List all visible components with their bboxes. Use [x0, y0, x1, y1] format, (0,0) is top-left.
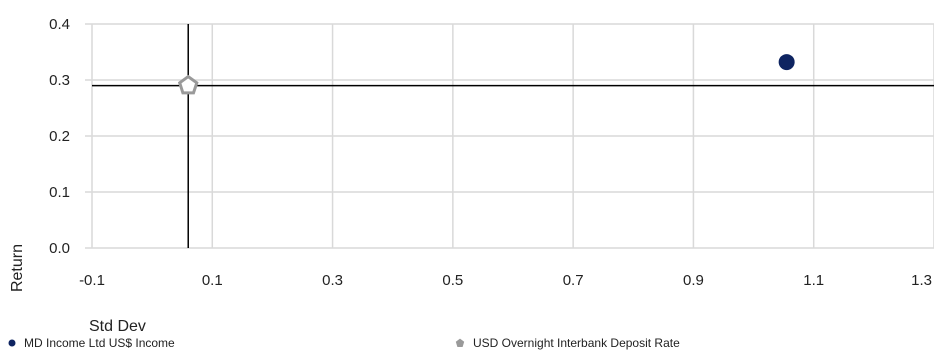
- data-point-pentagon: [177, 74, 199, 95]
- data-points: [177, 54, 795, 95]
- y-axis-title: Return: [9, 244, 26, 292]
- x-tick-label: 0.5: [442, 272, 463, 289]
- y-tick-label: 0.0: [49, 240, 70, 257]
- y-tick-label: 0.2: [49, 128, 70, 145]
- circle-legend-marker-icon: [8, 339, 16, 347]
- y-tick-label: 0.4: [49, 16, 70, 33]
- data-point-circle: [778, 54, 795, 71]
- x-axis: -0.1 0.1 0.3 0.5 0.7 0.9 1.1 1.3: [79, 272, 932, 289]
- x-axis-title: Std Dev: [89, 318, 146, 335]
- x-tick-label: 1.1: [803, 272, 824, 289]
- legend-label: USD Overnight Interbank Deposit Rate: [473, 336, 680, 350]
- y-tick-label: 0.3: [49, 72, 70, 89]
- y-axis: 0.0 0.1 0.2 0.3 0.4: [49, 16, 70, 257]
- x-tick-label: 0.3: [322, 272, 343, 289]
- legend-label: MD Income Ltd US$ Income: [24, 336, 175, 350]
- grid: [85, 23, 934, 249]
- legend-item-usd-overnight: USD Overnight Interbank Deposit Rate: [455, 336, 680, 350]
- x-tick-label: -0.1: [79, 272, 105, 289]
- x-tick-label: 0.1: [202, 272, 223, 289]
- pentagon-legend-marker-icon: [455, 338, 465, 347]
- x-tick-label: 1.3: [911, 272, 932, 289]
- crosshair: [92, 24, 934, 248]
- legend-item-md-income: MD Income Ltd US$ Income: [8, 336, 175, 350]
- y-tick-label: 0.1: [49, 184, 70, 201]
- x-tick-label: 0.7: [563, 272, 584, 289]
- x-tick-label: 0.9: [683, 272, 704, 289]
